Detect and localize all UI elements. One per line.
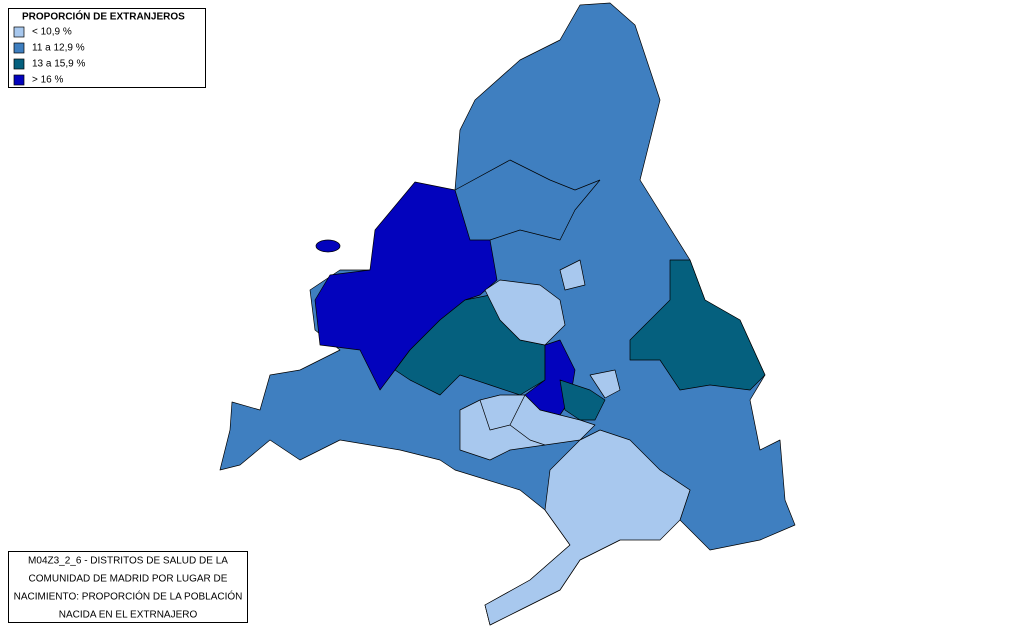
legend-swatch bbox=[13, 74, 25, 86]
border bbox=[454, 159, 601, 191]
border bbox=[509, 424, 546, 446]
caption-line: NACIMIENTO: PROPORCIÓN DE LA POBLACIÓN bbox=[14, 590, 243, 603]
map bbox=[219, 2, 796, 626]
region bbox=[484, 279, 566, 346]
legend-swatch bbox=[13, 42, 25, 54]
legend-label: < 10,9 % bbox=[32, 27, 72, 38]
legend-swatch bbox=[13, 58, 25, 70]
legend-box bbox=[8, 8, 206, 88]
legend-label: 13 a 15,9 % bbox=[32, 59, 85, 70]
caption: M04Z3_2_6 - DISTRITOS DE SALUD DE LA COMU… bbox=[8, 551, 248, 623]
region bbox=[315, 239, 341, 253]
region bbox=[589, 369, 621, 399]
caption-box bbox=[8, 551, 248, 623]
region bbox=[459, 394, 596, 461]
legend-title: PROPORCIÓN DE EXTRANJEROS bbox=[22, 10, 185, 23]
region bbox=[559, 259, 586, 291]
border bbox=[489, 179, 601, 241]
caption-line: COMUNIDAD DE MADRID POR LUGAR DE bbox=[29, 574, 228, 585]
legend-label: 11 a 12,9 % bbox=[32, 43, 85, 54]
region bbox=[559, 379, 606, 421]
border bbox=[479, 394, 526, 431]
caption-line: M04Z3_2_6 - DISTRITOS DE SALUD DE LA bbox=[28, 556, 228, 567]
legend-swatch bbox=[13, 26, 25, 38]
region bbox=[629, 259, 766, 391]
legend: PROPORCIÓN DE EXTRANJEROS < 10,9 % 11 a 1… bbox=[8, 8, 206, 88]
caption-line: NACIDA EN EL EXTRNAJERO bbox=[59, 610, 198, 621]
region bbox=[484, 429, 691, 626]
legend-label: > 16 % bbox=[32, 75, 64, 86]
